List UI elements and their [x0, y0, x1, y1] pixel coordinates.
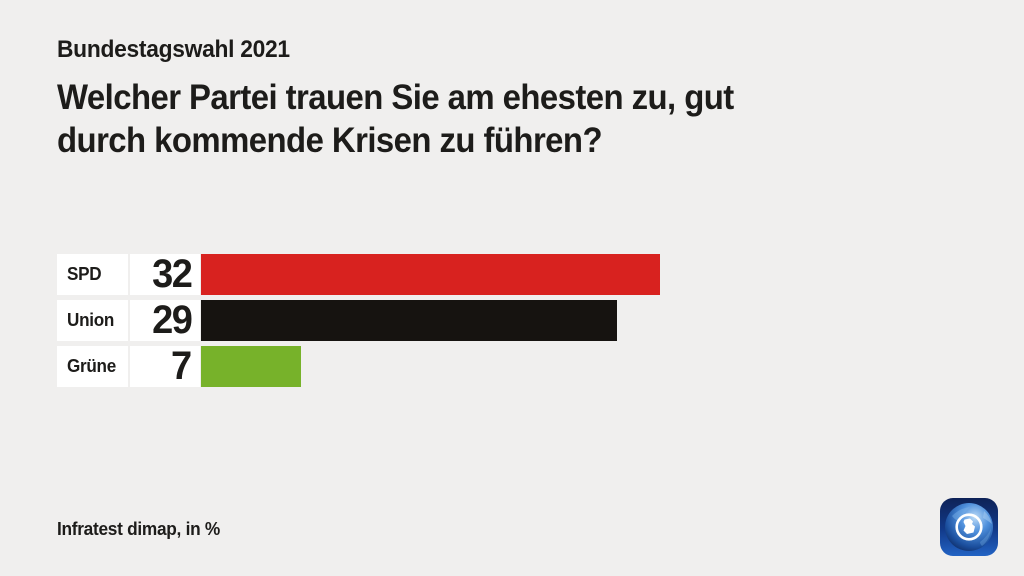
chart-row: Union 29: [57, 298, 660, 342]
category-label: SPD: [67, 264, 102, 284]
category-label: Union: [67, 310, 115, 330]
category-label-box: Grüne: [57, 346, 128, 387]
bar: [201, 346, 301, 387]
value-label: 7: [171, 344, 192, 388]
value-box: 32: [130, 252, 200, 296]
kicker: Bundestagswahl 2021: [57, 36, 290, 63]
value-box: 29: [130, 298, 200, 342]
title-line-1: Welcher Partei trauen Sie am ehesten zu,…: [57, 78, 734, 117]
page-title: Welcher Partei trauen Sie am ehesten zu,…: [57, 76, 734, 162]
value-label: 32: [151, 252, 193, 296]
category-label: Grüne: [67, 356, 116, 376]
title-line-2: durch kommende Krisen zu führen?: [57, 121, 603, 160]
category-label-box: SPD: [57, 254, 128, 295]
chart-row: SPD 32: [57, 252, 660, 296]
bar: [201, 254, 660, 295]
bar-chart: SPD 32 Union 29 Grüne 7: [57, 252, 660, 392]
category-label-box: Union: [57, 300, 128, 341]
value-box: 7: [130, 344, 200, 388]
chart-row: Grüne 7: [57, 344, 660, 388]
source-note: Infratest dimap, in %: [57, 519, 220, 539]
tagesschau-globe-logo: [940, 498, 998, 556]
bar: [201, 300, 617, 341]
value-label: 29: [151, 298, 193, 342]
